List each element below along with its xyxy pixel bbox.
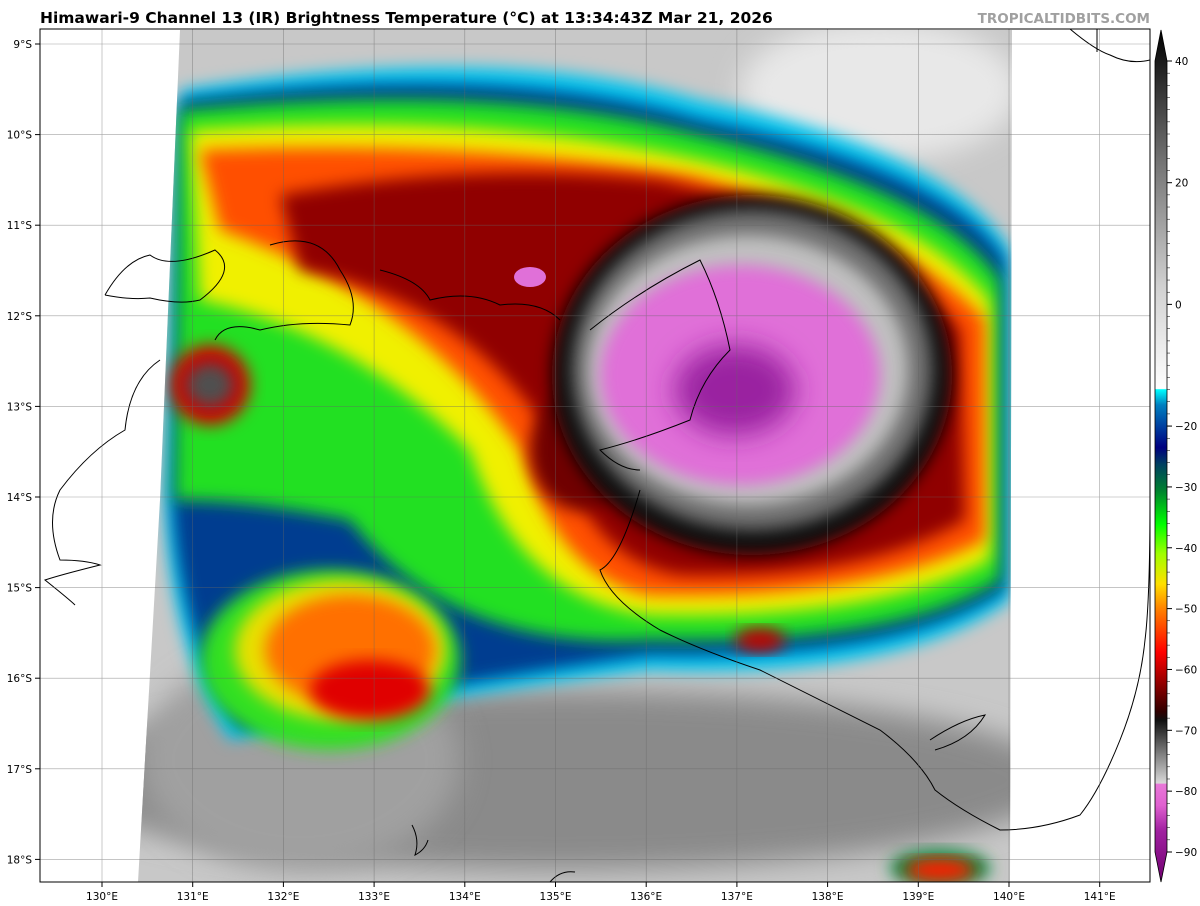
coastlines: [43, 29, 1150, 882]
lat-label: 18°S: [7, 854, 33, 866]
colorbar-label: −30: [1175, 482, 1197, 494]
colorbar-label: −20: [1175, 421, 1197, 433]
lat-label: 13°S: [7, 401, 33, 413]
lat-label: 11°S: [7, 220, 33, 232]
colorbar-label: −70: [1175, 725, 1197, 737]
lon-label: 130°E: [86, 891, 118, 903]
colorbar-label: 40: [1175, 56, 1188, 68]
lon-label: 135°E: [540, 891, 572, 903]
lon-label: 137°E: [721, 891, 753, 903]
lat-label: 17°S: [7, 764, 33, 776]
lat-label: 9°S: [13, 39, 32, 51]
lon-label: 134°E: [449, 891, 481, 903]
latitude-labels: 9°S 10°S 11°S 12°S 13°S 14°S 15°S 16°S 17°S 18°S: [7, 39, 40, 866]
colorbar-label: −40: [1175, 543, 1197, 555]
colorbar-label: −90: [1175, 847, 1197, 859]
credit-watermark: TROPICALTIDBITS.COM: [977, 11, 1150, 27]
graticule: [40, 29, 1150, 882]
colorbar-label: −60: [1175, 664, 1197, 676]
lon-label: 136°E: [630, 891, 662, 903]
lat-label: 15°S: [7, 583, 33, 595]
colorbar-label: −50: [1175, 604, 1197, 616]
lon-label: 138°E: [812, 891, 844, 903]
colorbar-ticks: 40 20 0 −20 −30 −40 −50 −60 −70 −80 −90: [1167, 56, 1197, 859]
colorbar-label: −80: [1175, 786, 1197, 798]
lon-label: 131°E: [177, 891, 209, 903]
lat-label: 10°S: [7, 130, 33, 142]
lon-label: 132°E: [267, 891, 299, 903]
colorbar-label: 20: [1175, 178, 1188, 190]
lon-label: 141°E: [1084, 891, 1116, 903]
colorbar-label: 0: [1175, 299, 1182, 311]
lat-label: 14°S: [7, 492, 33, 504]
lon-label: 140°E: [993, 891, 1025, 903]
lon-label: 133°E: [358, 891, 390, 903]
imagery: [138, 30, 1012, 882]
lon-label: 139°E: [902, 891, 934, 903]
colorbar: 40 20 0 −20 −30 −40 −50 −60 −70 −80 −90: [1154, 29, 1197, 883]
map-frame: [39, 28, 1151, 883]
lat-label: 16°S: [7, 673, 33, 685]
colorbar-gradient: [1154, 29, 1168, 883]
lat-label: 12°S: [7, 311, 33, 323]
map-title: Himawari-9 Channel 13 (IR) Brightness Te…: [40, 9, 773, 27]
longitude-labels: 130°E 131°E 132°E 133°E 134°E 135°E 136°E 137°E…: [86, 882, 1116, 903]
